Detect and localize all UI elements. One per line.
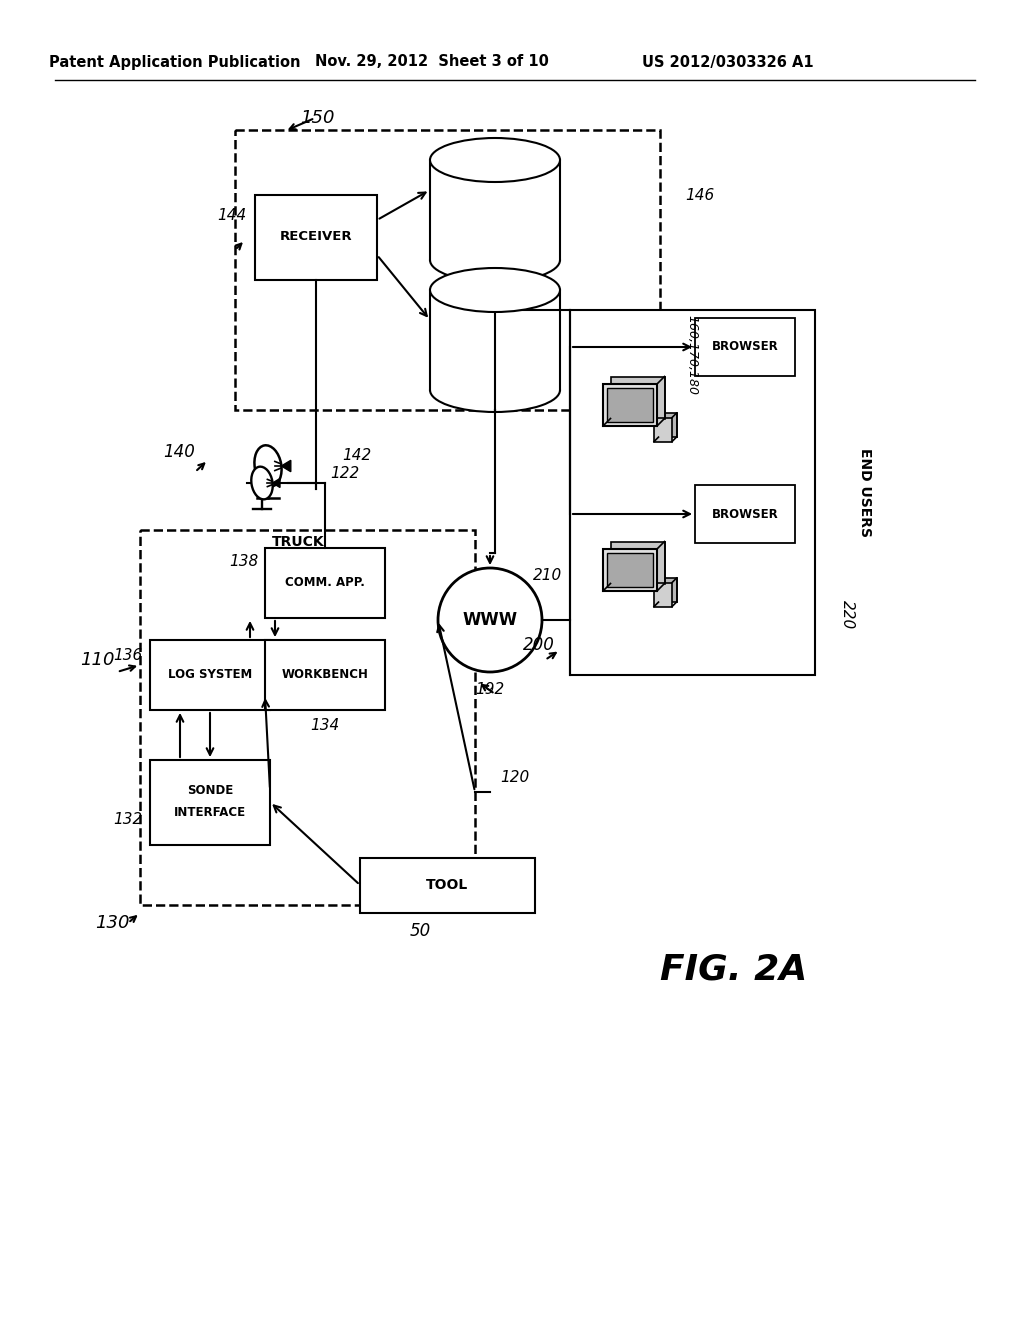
Polygon shape bbox=[282, 461, 291, 471]
Polygon shape bbox=[272, 479, 280, 487]
Text: 130: 130 bbox=[95, 913, 130, 932]
Bar bbox=[695, 318, 795, 376]
Ellipse shape bbox=[254, 445, 282, 487]
Bar bbox=[430, 290, 560, 389]
Text: END USERS: END USERS bbox=[858, 447, 872, 536]
Text: 122: 122 bbox=[330, 466, 359, 480]
Ellipse shape bbox=[430, 238, 560, 282]
Bar bbox=[150, 640, 270, 710]
Text: 146: 146 bbox=[685, 187, 715, 202]
Text: 110: 110 bbox=[81, 651, 115, 669]
Text: 220: 220 bbox=[840, 601, 854, 630]
Bar bbox=[150, 760, 270, 845]
Text: 138: 138 bbox=[228, 554, 258, 569]
Bar bbox=[360, 858, 535, 913]
Text: 192: 192 bbox=[475, 682, 504, 697]
Bar bbox=[603, 549, 657, 591]
Bar bbox=[140, 531, 475, 906]
Text: 140: 140 bbox=[163, 444, 195, 461]
Text: TRUCK: TRUCK bbox=[271, 535, 325, 549]
Text: 132: 132 bbox=[114, 813, 143, 828]
Text: BROWSER: BROWSER bbox=[712, 507, 778, 520]
Bar bbox=[234, 129, 660, 411]
Bar bbox=[606, 553, 653, 587]
Bar bbox=[654, 417, 672, 442]
Bar bbox=[606, 388, 653, 422]
Text: 134: 134 bbox=[310, 718, 340, 733]
Text: US 2012/0303326 A1: US 2012/0303326 A1 bbox=[642, 54, 814, 70]
Ellipse shape bbox=[251, 467, 272, 499]
Text: 160,170,180: 160,170,180 bbox=[685, 315, 698, 395]
Text: 200: 200 bbox=[523, 636, 555, 653]
Bar bbox=[255, 195, 377, 280]
Text: TOOL: TOOL bbox=[426, 878, 468, 892]
Text: 142: 142 bbox=[342, 449, 372, 463]
Text: Nov. 29, 2012  Sheet 3 of 10: Nov. 29, 2012 Sheet 3 of 10 bbox=[315, 54, 549, 70]
Ellipse shape bbox=[430, 368, 560, 412]
Text: LOG SYSTEM: LOG SYSTEM bbox=[168, 668, 252, 681]
Text: INTERFACE: INTERFACE bbox=[174, 805, 246, 818]
Text: RECEIVER: RECEIVER bbox=[280, 231, 352, 243]
Text: BROWSER: BROWSER bbox=[712, 341, 778, 354]
Text: SONDE: SONDE bbox=[186, 784, 233, 796]
Text: 144: 144 bbox=[218, 207, 247, 223]
Text: Patent Application Publication: Patent Application Publication bbox=[49, 54, 301, 70]
Text: WORKBENCH: WORKBENCH bbox=[282, 668, 369, 681]
Bar bbox=[603, 384, 657, 426]
Bar bbox=[610, 376, 665, 418]
Text: 50: 50 bbox=[410, 921, 431, 940]
Text: 136: 136 bbox=[114, 648, 143, 663]
Bar bbox=[265, 548, 385, 618]
Text: WWW: WWW bbox=[463, 611, 517, 630]
Bar bbox=[658, 413, 677, 437]
Bar bbox=[654, 582, 672, 607]
Text: FIG. 2A: FIG. 2A bbox=[660, 953, 807, 987]
Ellipse shape bbox=[430, 139, 560, 182]
Text: COMM. APP.: COMM. APP. bbox=[285, 577, 365, 590]
Ellipse shape bbox=[430, 268, 560, 312]
Circle shape bbox=[438, 568, 542, 672]
Bar bbox=[430, 160, 560, 260]
Bar bbox=[570, 310, 815, 675]
Text: 120: 120 bbox=[501, 770, 529, 784]
Bar bbox=[695, 484, 795, 543]
Text: 210: 210 bbox=[532, 568, 562, 582]
Bar bbox=[658, 578, 677, 602]
Bar bbox=[265, 640, 385, 710]
Text: 150: 150 bbox=[300, 110, 335, 127]
Bar bbox=[610, 541, 665, 583]
